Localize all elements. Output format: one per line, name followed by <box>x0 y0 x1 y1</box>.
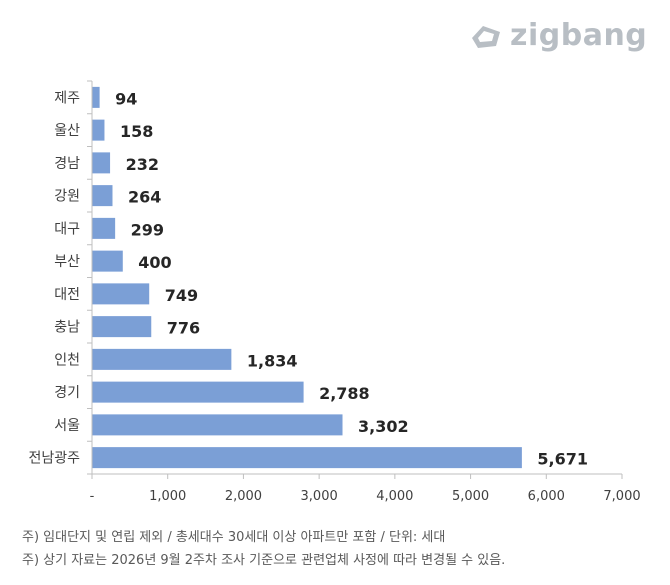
footnote-2: 주) 상기 자료는 2026년 9월 2주차 조사 기준으로 관련업체 사정에 … <box>22 553 506 568</box>
value-label: 158 <box>120 122 153 141</box>
bar <box>92 348 232 370</box>
zigbang-logo: zigbang <box>468 20 647 52</box>
x-tick-label: 5,000 <box>452 489 489 504</box>
value-label: 299 <box>131 220 164 239</box>
bar <box>92 447 522 469</box>
category-label: 울산 <box>54 123 80 139</box>
category-label: 경남 <box>54 156 80 172</box>
category-label: 부산 <box>54 254 80 270</box>
value-label: 2,788 <box>319 384 370 403</box>
category-label: 경기 <box>54 385 80 401</box>
zigbang-logo-icon <box>472 26 500 48</box>
category-label: 강원 <box>54 189 80 205</box>
x-tick-label: 6,000 <box>528 489 565 504</box>
logo-text: zigbang <box>510 18 648 53</box>
category-label: 서울 <box>54 418 80 434</box>
x-tick-label: 7,000 <box>603 489 640 504</box>
bar <box>92 86 100 108</box>
bar <box>92 119 105 141</box>
bar <box>92 185 113 207</box>
value-label: 776 <box>167 319 200 338</box>
x-tick-label: 4,000 <box>376 489 413 504</box>
bar <box>92 414 343 436</box>
value-label: 1,834 <box>247 351 298 370</box>
value-label: 264 <box>128 188 161 207</box>
value-label: 3,302 <box>358 417 409 436</box>
x-tick-label: 3,000 <box>301 489 338 504</box>
bar <box>92 283 150 305</box>
bar <box>92 250 123 272</box>
bar <box>92 217 116 239</box>
value-label: 5,671 <box>537 450 588 469</box>
bar <box>92 316 152 338</box>
bar-chart: - 1,000 2,000 3,000 4,000 5,000 6,000 7,000 제주 94… <box>28 80 641 504</box>
value-label: 749 <box>165 286 198 305</box>
footnote-1: 주) 임대단지 및 연립 제외 / 총세대수 30세대 이상 아파트만 포함 /… <box>22 530 446 545</box>
x-tick-label: - <box>90 489 95 504</box>
value-label: 400 <box>138 253 171 272</box>
bar <box>92 152 111 174</box>
category-label: 제주 <box>54 90 80 106</box>
value-label: 232 <box>126 155 159 174</box>
category-label: 인천 <box>54 352 80 368</box>
category-label: 충남 <box>54 320 80 336</box>
value-label: 94 <box>115 89 137 108</box>
footnotes: 주) 임대단지 및 연립 제외 / 총세대수 30세대 이상 아파트만 포함 /… <box>22 526 505 572</box>
bar <box>92 381 304 403</box>
category-label: 대전 <box>54 287 80 303</box>
x-tick-label: 1,000 <box>149 489 186 504</box>
category-label: 대구 <box>54 221 80 237</box>
x-tick-label: 2,000 <box>225 489 262 504</box>
category-label: 전남광주 <box>28 451 80 467</box>
